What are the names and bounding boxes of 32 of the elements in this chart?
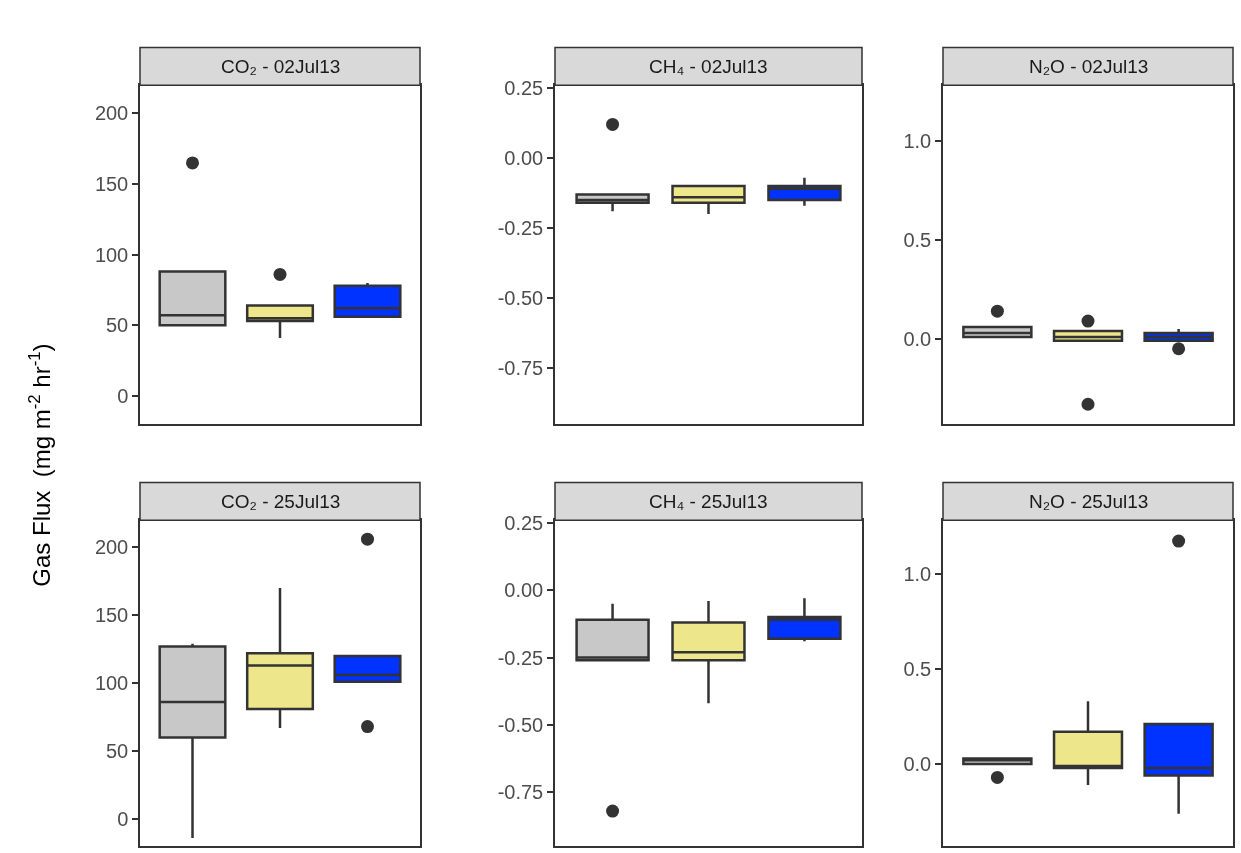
y-tick-label: 0.5	[903, 228, 932, 251]
y-tick-label: 200	[94, 536, 129, 559]
y-tick-label: 0.00	[504, 579, 544, 602]
y-tick-label: 0.00	[504, 147, 544, 170]
y-tick-label: 0.25	[504, 77, 544, 100]
y-tick-label: -0.50	[497, 287, 544, 310]
y-tick-label: 100	[94, 672, 129, 695]
y-tick-label: 1.0	[903, 129, 932, 152]
y-tick-label: 100	[94, 243, 129, 266]
chart-title: CO₂ - 02Jul13	[221, 56, 341, 77]
chart-title: CH₄ - 25Jul13	[649, 491, 768, 512]
y-tick-label: 150	[94, 173, 129, 196]
y-tick-label: 0.5	[903, 657, 932, 680]
y-tick-label: 150	[94, 604, 129, 627]
y-tick-label: 200	[94, 102, 129, 125]
chart-title: CO₂ - 25Jul13	[221, 491, 341, 512]
y-tick-label: 0.0	[903, 327, 932, 350]
y-tick-label: 50	[106, 314, 129, 337]
chart-title: N₂O - 02Jul13	[1029, 56, 1149, 77]
y-tick-label: -0.50	[497, 713, 544, 736]
chart-title: CH₄ - 02Jul13	[649, 56, 768, 77]
y-tick-label: -0.75	[497, 357, 544, 380]
y-tick-label: 50	[106, 740, 129, 763]
y-tick-label: -0.75	[497, 781, 544, 804]
y-tick-label: 0.0	[903, 753, 932, 776]
y-tick-label: 0.25	[504, 511, 544, 534]
y-tick-label: 0	[117, 384, 129, 407]
y-tick-label: -0.25	[497, 646, 544, 669]
chart-title: N₂O - 25Jul13	[1029, 491, 1149, 512]
y-tick-label: 1.0	[903, 562, 932, 585]
y-tick-label: 0	[117, 807, 129, 830]
y-tick-label: -0.25	[497, 217, 544, 240]
